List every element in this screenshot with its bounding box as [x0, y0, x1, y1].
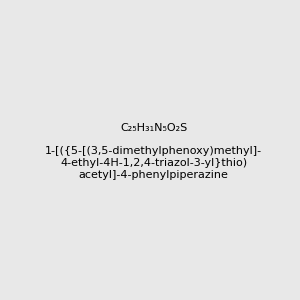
- Text: C₂₅H₃₁N₅O₂S

1-[({5-[(3,5-dimethylphenoxy)methyl]-
4-ethyl-4H-1,2,4-triazol-3-yl: C₂₅H₃₁N₅O₂S 1-[({5-[(3,5-dimethylphenoxy…: [45, 123, 262, 180]
